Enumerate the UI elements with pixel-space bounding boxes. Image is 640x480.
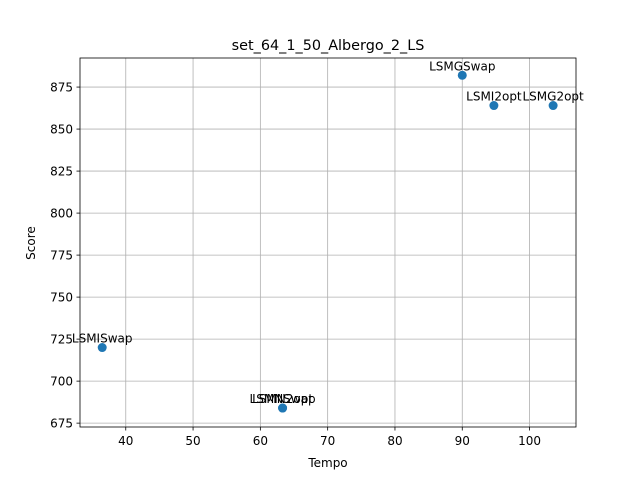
data-point bbox=[97, 343, 107, 353]
data-point bbox=[489, 101, 499, 111]
data-point bbox=[548, 101, 558, 111]
axes: 40 50 60 70 80 90 100 675 700 725 750 775 800 825 850 8… bbox=[50, 57, 577, 448]
y-tick-label: 725 bbox=[50, 333, 73, 347]
point-label: LSMN2opt bbox=[252, 392, 313, 406]
y-tick-label: 675 bbox=[50, 417, 73, 431]
x-tick-label: 100 bbox=[518, 434, 541, 448]
x-tick-label: 90 bbox=[455, 434, 470, 448]
x-tick-label: 50 bbox=[185, 434, 200, 448]
point-label: LSMG2opt bbox=[522, 90, 584, 104]
y-tick-label: 850 bbox=[50, 123, 73, 137]
data-point bbox=[278, 403, 288, 413]
y-tick-label: 700 bbox=[50, 375, 73, 389]
y-tick-label: 775 bbox=[50, 249, 73, 263]
chart-title: set_64_1_50_Albergo_2_LS bbox=[232, 38, 425, 54]
data-point bbox=[457, 70, 467, 80]
y-axis-label: Score bbox=[24, 226, 38, 260]
grid bbox=[80, 58, 576, 427]
data-points bbox=[97, 70, 558, 413]
point-label: LSMI2opt bbox=[466, 90, 522, 104]
y-tick-label: 800 bbox=[50, 207, 73, 221]
point-labels: LSMGSwap LSMI2opt LSMG2opt LSMISwap LSMN2opt… bbox=[72, 59, 584, 406]
x-axis-label: Tempo bbox=[307, 456, 347, 470]
x-tick-label: 70 bbox=[320, 434, 335, 448]
y-tick-label: 875 bbox=[50, 81, 73, 95]
x-tick-label: 80 bbox=[387, 434, 402, 448]
y-tick-label: 750 bbox=[50, 291, 73, 305]
x-tick-label: 40 bbox=[118, 434, 133, 448]
point-label: LSMISwap bbox=[72, 332, 133, 346]
point-label: LSMGSwap bbox=[429, 59, 495, 73]
x-tick-label: 60 bbox=[253, 434, 268, 448]
point-label: LSMNSwap bbox=[250, 392, 316, 406]
y-tick-label: 825 bbox=[50, 165, 73, 179]
